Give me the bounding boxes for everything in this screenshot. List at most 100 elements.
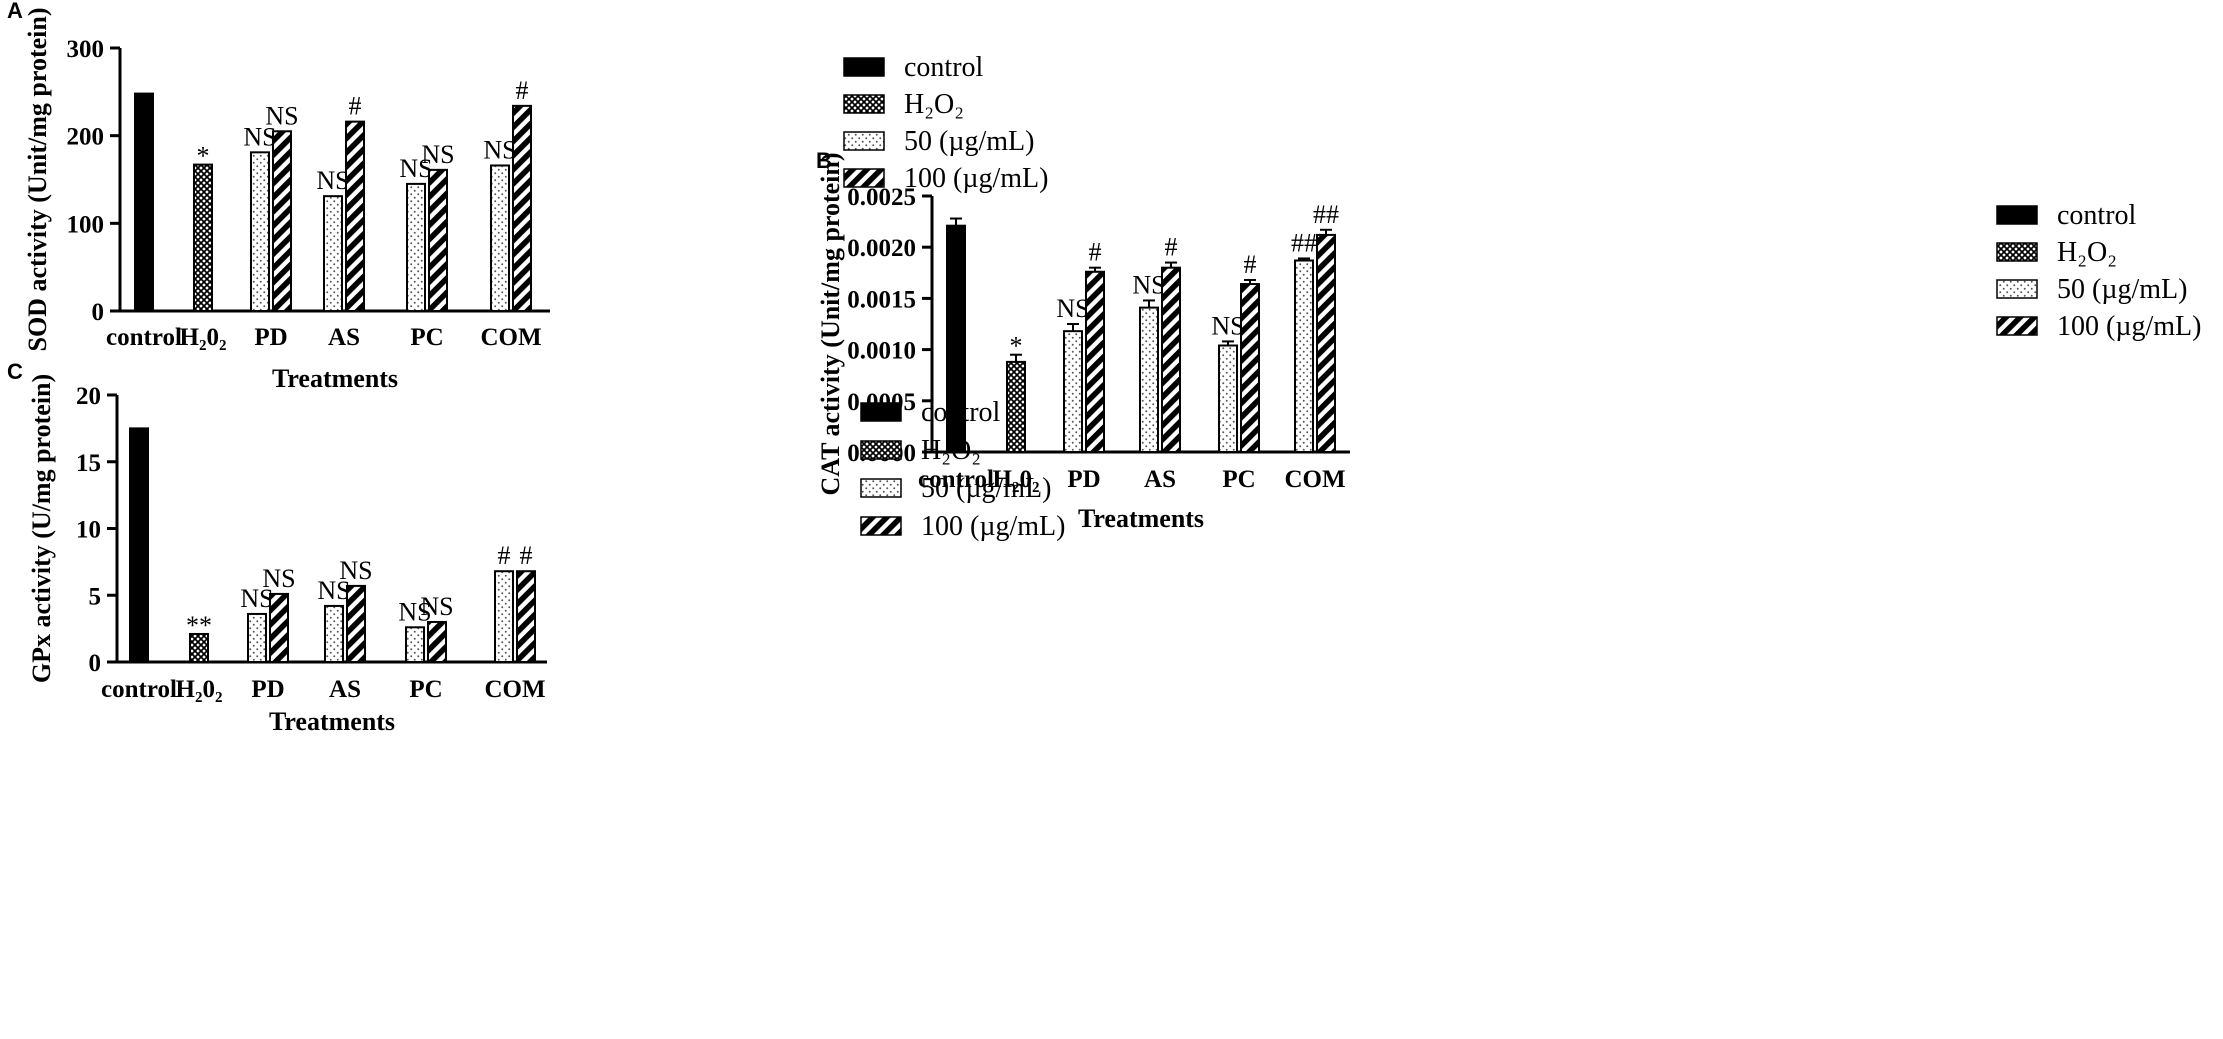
bar-H2O2 — [189, 632, 209, 664]
legend-swatch — [1996, 279, 2038, 299]
x-axis-title: Treatments — [269, 707, 395, 736]
significance-label: NS — [1211, 311, 1244, 340]
bar-100 — [516, 570, 536, 663]
chart-panel-a: A 0 100 200 300 SOD activity (Unit/mg protein… — [7, 0, 550, 393]
significance-label: # — [498, 541, 511, 570]
legend-swatch — [843, 168, 885, 188]
x-tick-label: control — [101, 676, 177, 703]
legend-swatch — [860, 516, 902, 536]
legend-label: 50 (µg/mL) — [921, 473, 1051, 504]
y-tick-label: 5 — [89, 583, 102, 610]
legend-a: control H₂O₂ 50 (µg/mL) 100 (µg/mL) — [843, 52, 1048, 194]
significance-label: * — [197, 142, 210, 171]
significance-label: ## — [1291, 228, 1317, 257]
bar-50 — [494, 570, 514, 663]
legend-label: H₂O₂ — [921, 435, 981, 466]
significance-label: * — [1010, 332, 1023, 361]
bar-50 — [1139, 306, 1159, 453]
bar-control — [129, 427, 149, 663]
bar-100 — [269, 592, 289, 663]
y-tick-label: 0.0020 — [847, 235, 916, 262]
bar-100 — [272, 130, 292, 312]
bar-100 — [1085, 270, 1105, 453]
legend-swatch — [1996, 316, 2038, 336]
x-tick-label: H₂0₂ — [176, 676, 223, 703]
y-tick-label: 300 — [67, 36, 105, 63]
significance-label: # — [516, 76, 529, 105]
significance-label: # — [1089, 238, 1102, 267]
y-tick-label: 15 — [76, 450, 101, 477]
y-axis-title: SOD activity (Unit/mg protein) — [23, 8, 52, 352]
x-tick-label: control — [918, 466, 994, 493]
bar-50 — [490, 164, 510, 312]
bar-control — [134, 92, 154, 312]
x-tick-label: H₂0₂ — [180, 324, 227, 351]
bar-50 — [406, 182, 426, 312]
significance-label: NS — [262, 564, 295, 593]
bar-100 — [345, 120, 365, 312]
y-tick-label: 10 — [76, 517, 101, 544]
legend-swatch — [843, 57, 885, 77]
y-tick-label: 0 — [89, 650, 102, 677]
bar-50 — [250, 151, 270, 312]
bar-100 — [1316, 233, 1336, 453]
legend-swatch — [1996, 242, 2038, 262]
legend-label: 100 (µg/mL) — [921, 511, 1065, 542]
bar-50 — [1294, 259, 1314, 453]
x-tick-label: PD — [1067, 466, 1100, 493]
significance-label: NS — [240, 584, 273, 613]
y-axis-title: GPx activity (U/mg protein) — [27, 374, 56, 683]
bar-50 — [324, 604, 344, 663]
x-tick-label: COM — [484, 676, 545, 703]
significance-label: NS — [265, 101, 298, 130]
legend-label: control — [921, 397, 1001, 428]
bar-50 — [1063, 330, 1083, 453]
y-axis-title: CAT activity (Unit/mg protein) — [816, 152, 845, 495]
x-tick-label: control — [106, 324, 182, 351]
legend-label: 100 (µg/mL) — [904, 163, 1048, 194]
bar-50 — [1218, 344, 1238, 453]
legend-label: control — [904, 52, 984, 83]
x-tick-label: AS — [1144, 466, 1176, 493]
significance-label: NS — [317, 576, 350, 605]
bar-100 — [1161, 266, 1181, 453]
significance-label: # — [1244, 250, 1257, 279]
significance-label: ## — [1313, 200, 1339, 229]
significance-label: NS — [398, 597, 431, 626]
legend-label: 50 (µg/mL) — [2057, 274, 2187, 305]
legend-b: control H₂O₂ 50 (µg/mL) 100 (µg/mL) — [1996, 200, 2201, 342]
legend-label: 100 (µg/mL) — [2057, 311, 2201, 342]
significance-label: NS — [483, 135, 516, 164]
bar-50 — [323, 195, 343, 312]
x-axis-title: Treatments — [1078, 504, 1204, 533]
x-tick-label: COM — [1284, 466, 1345, 493]
panel-letter: A — [7, 0, 23, 23]
x-tick-label: PD — [251, 676, 284, 703]
bar-H2O2 — [193, 163, 213, 312]
y-tick-label: 0.0025 — [847, 184, 916, 211]
bar-50 — [247, 612, 267, 664]
legend-label: H₂O₂ — [2057, 237, 2117, 268]
legend-swatch — [1996, 205, 2038, 225]
x-tick-label: AS — [329, 676, 361, 703]
significance-label: NS — [339, 556, 372, 585]
significance-label: NS — [243, 122, 276, 151]
legend-swatch — [860, 478, 902, 498]
panel-letter: B — [816, 148, 832, 173]
bar-100 — [428, 168, 448, 312]
legend-label: control — [2057, 200, 2137, 231]
bar-100 — [427, 620, 447, 664]
legend-swatch — [843, 131, 885, 151]
significance-label: NS — [421, 140, 454, 169]
chart-panel-c: C 0 5 10 15 20 GPx activity (U/mg protein) cont… — [7, 359, 547, 736]
significance-label: NS — [1056, 294, 1089, 323]
bar-50 — [405, 626, 425, 663]
legend-swatch — [860, 402, 902, 422]
y-tick-label: 0.0010 — [847, 338, 916, 365]
x-tick-label: AS — [328, 324, 360, 351]
x-tick-label: PC — [1222, 466, 1255, 493]
